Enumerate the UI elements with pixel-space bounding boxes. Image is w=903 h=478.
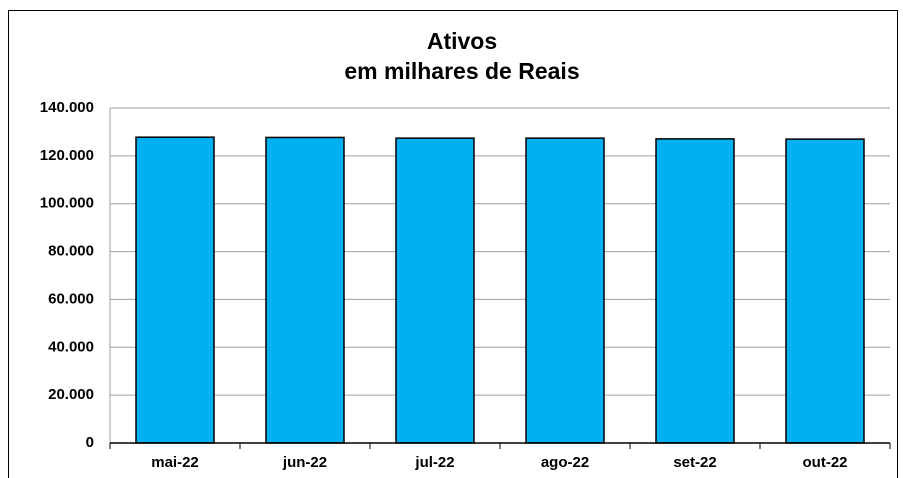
y-tick-label: 40.000: [48, 338, 94, 355]
bar: [785, 138, 865, 444]
chart-subtitle: em milhares de Reais: [344, 58, 579, 84]
x-tick-label: mai-22: [151, 454, 199, 471]
bar: [265, 136, 345, 444]
y-tick-label: 140.000: [40, 99, 94, 116]
y-tick-label: 60.000: [48, 290, 94, 307]
y-tick-label: 20.000: [48, 386, 94, 403]
bar: [525, 137, 605, 444]
x-tick-label: jun-22: [282, 454, 327, 471]
x-tick-label: ago-22: [541, 454, 589, 471]
y-tick-label: 0: [86, 434, 94, 451]
x-tick-label: out-22: [803, 454, 848, 471]
bar: [395, 137, 475, 444]
bar: [655, 138, 735, 444]
y-tick-label: 80.000: [48, 243, 94, 260]
x-tick-label: set-22: [673, 454, 716, 471]
x-tick-label: jul-22: [414, 454, 454, 471]
y-tick-label: 120.000: [40, 147, 94, 164]
y-tick-label: 100.000: [40, 195, 94, 212]
bar: [135, 136, 215, 444]
chart-title: Ativos: [427, 28, 497, 54]
